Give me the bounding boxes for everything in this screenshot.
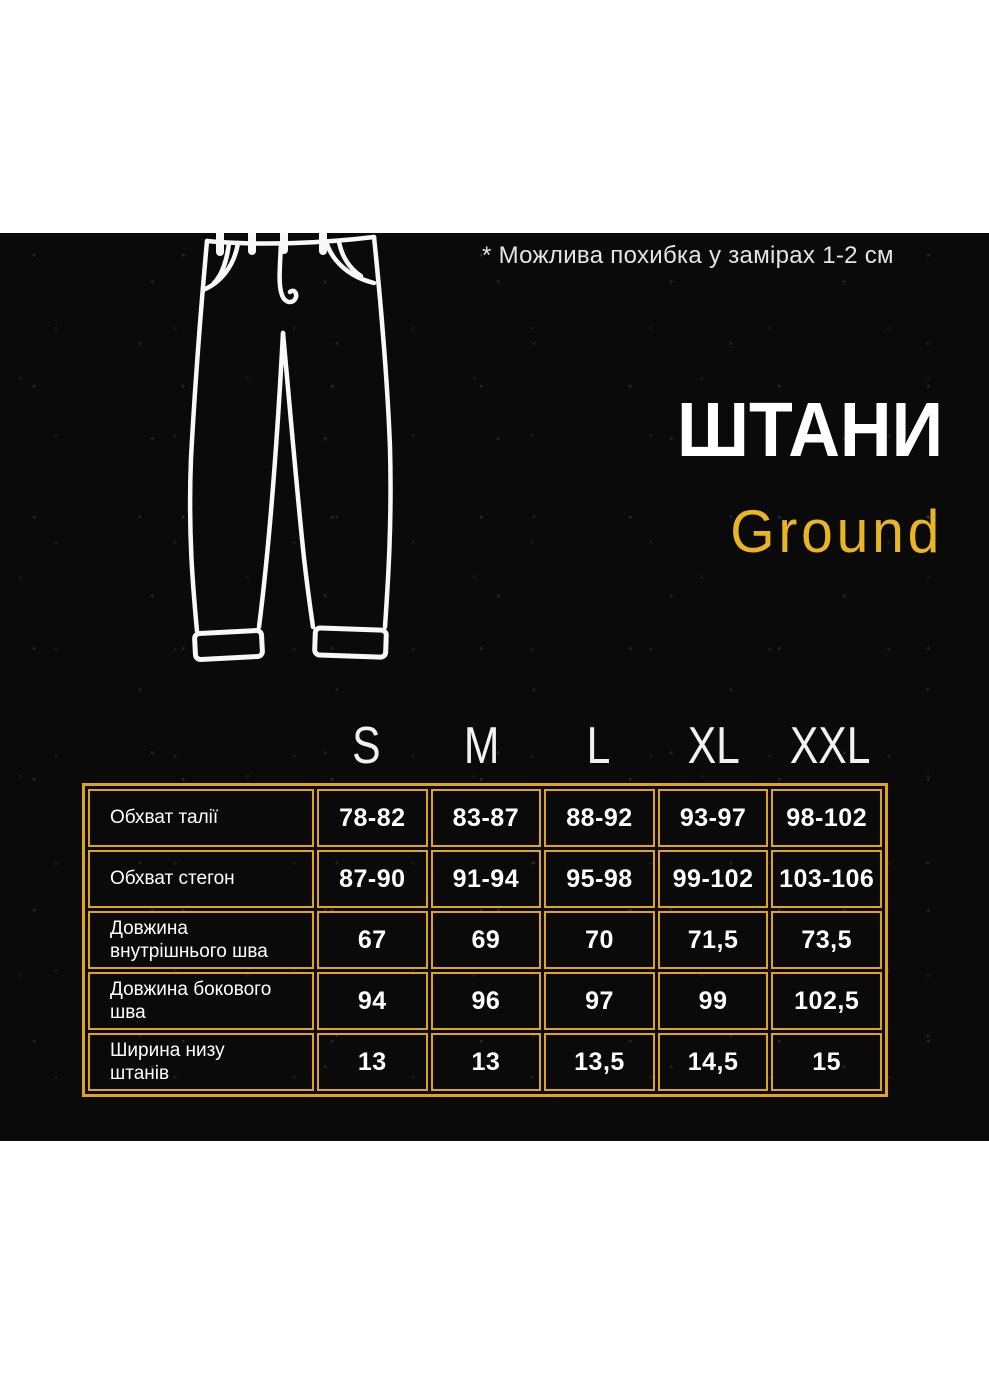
size-value: 102,5 bbox=[771, 972, 882, 1030]
row-label: Обхват талії bbox=[88, 789, 314, 847]
size-value: 96 bbox=[430, 972, 542, 1030]
table-row-side-seam: Довжина бокового шва 94 96 97 99 102,5 bbox=[88, 972, 882, 1030]
size-value: 14,5 bbox=[657, 1033, 769, 1091]
size-header-row: S M L XL XXL bbox=[308, 720, 888, 772]
size-value: 103-106 bbox=[771, 850, 882, 908]
size-header-xl: XL bbox=[687, 717, 741, 775]
size-chart-panel: * Можлива похибка у замірах 1-2 см ШТАНИ… bbox=[0, 233, 989, 1141]
size-header-xxl: XXL bbox=[789, 717, 871, 775]
row-label: Довжина бокового шва bbox=[88, 972, 314, 1030]
size-value: 67 bbox=[317, 911, 428, 969]
row-label: Ширина низу штанів bbox=[88, 1033, 314, 1091]
table-row-hips: Обхват стегон 87-90 91-94 95-98 99-102 1… bbox=[88, 850, 882, 908]
size-value: 88-92 bbox=[544, 789, 655, 847]
table-row-leg-opening: Ширина низу штанів 13 13 13,5 14,5 15 bbox=[88, 1033, 882, 1091]
size-value: 13 bbox=[430, 1033, 542, 1091]
size-value: 93-97 bbox=[657, 789, 769, 847]
size-table: Обхват талії 78-82 83-87 88-92 93-97 98-… bbox=[82, 783, 888, 1097]
size-value: 83-87 bbox=[430, 789, 542, 847]
size-value: 87-90 bbox=[317, 850, 428, 908]
measurement-disclaimer-note: * Можлива похибка у замірах 1-2 см bbox=[482, 242, 894, 269]
size-value: 91-94 bbox=[430, 850, 542, 908]
size-value: 99 bbox=[657, 972, 769, 1030]
product-title: ШТАНИ bbox=[676, 387, 943, 473]
brand-name: Ground bbox=[730, 498, 943, 565]
row-label: Довжина внутрішнього шва bbox=[88, 911, 314, 969]
size-value: 15 bbox=[771, 1033, 882, 1091]
size-value: 13,5 bbox=[544, 1033, 655, 1091]
size-value: 69 bbox=[430, 911, 542, 969]
table-row-waist: Обхват талії 78-82 83-87 88-92 93-97 98-… bbox=[88, 789, 882, 847]
size-value: 95-98 bbox=[544, 850, 655, 908]
size-value: 98-102 bbox=[771, 789, 882, 847]
size-value: 78-82 bbox=[317, 789, 428, 847]
size-header-l: L bbox=[586, 717, 610, 775]
size-value: 99-102 bbox=[657, 850, 769, 908]
size-value: 73,5 bbox=[771, 911, 882, 969]
size-value: 97 bbox=[544, 972, 655, 1030]
row-label: Обхват стегон bbox=[88, 850, 314, 908]
size-header-m: M bbox=[464, 717, 500, 775]
size-value: 71,5 bbox=[657, 911, 769, 969]
size-value: 13 bbox=[317, 1033, 428, 1091]
size-header-s: S bbox=[351, 717, 381, 775]
size-value: 94 bbox=[317, 972, 428, 1030]
pants-outline-icon bbox=[187, 233, 393, 662]
table-row-inseam: Довжина внутрішнього шва 67 69 70 71,5 7… bbox=[88, 911, 882, 969]
size-value: 70 bbox=[544, 911, 655, 969]
